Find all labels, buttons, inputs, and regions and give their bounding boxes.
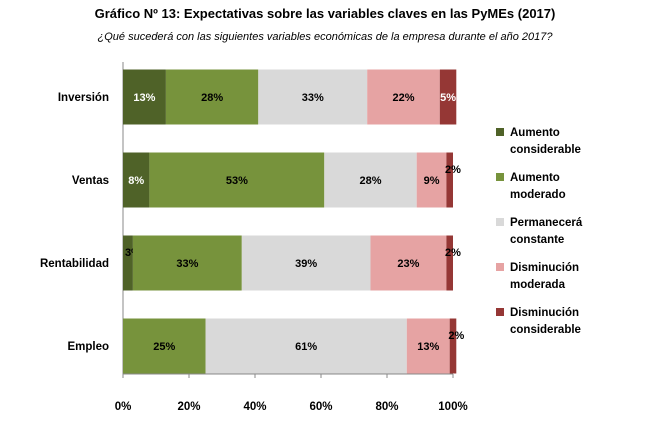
data-label: 23% bbox=[397, 258, 419, 270]
category-label: Rentabilidad bbox=[40, 258, 109, 270]
x-tick-label: 60% bbox=[309, 401, 332, 413]
data-label: 28% bbox=[359, 175, 381, 187]
bar-segment bbox=[123, 152, 150, 208]
data-label: 53% bbox=[226, 175, 248, 187]
bar-segment bbox=[367, 69, 440, 125]
x-tick-label: 40% bbox=[243, 401, 266, 413]
data-label: 33% bbox=[302, 92, 324, 104]
legend-label: Disminución considerable bbox=[510, 307, 581, 336]
category-label: Inversión bbox=[58, 92, 109, 104]
bar-segment bbox=[205, 318, 407, 374]
data-label: 33% bbox=[176, 258, 198, 270]
legend-swatch bbox=[496, 218, 504, 226]
data-label: 2% bbox=[445, 164, 461, 176]
bar-segment bbox=[165, 69, 259, 125]
data-label: 13% bbox=[133, 92, 155, 104]
bar-segment bbox=[123, 69, 166, 125]
data-label: 61% bbox=[295, 341, 317, 353]
bar-segment bbox=[324, 152, 417, 208]
bar-segment bbox=[446, 152, 453, 208]
legend-label: Aumento considerable bbox=[510, 127, 581, 156]
bar-segment bbox=[370, 235, 447, 291]
bar-segment bbox=[416, 152, 447, 208]
category-label: Ventas bbox=[72, 175, 109, 187]
legend-label: Aumento moderado bbox=[510, 172, 566, 201]
bar-segment bbox=[446, 235, 453, 291]
legend-swatch bbox=[496, 263, 504, 271]
legend-label: Permanecerá constante bbox=[510, 217, 583, 246]
x-tick-label: 0% bbox=[115, 401, 132, 413]
data-label: 2% bbox=[445, 247, 461, 259]
x-tick-label: 80% bbox=[375, 401, 398, 413]
data-label: 9% bbox=[424, 175, 440, 187]
x-tick-label: 20% bbox=[177, 401, 200, 413]
data-label: 22% bbox=[392, 92, 414, 104]
bar-segment bbox=[241, 235, 371, 291]
legend-swatch bbox=[496, 128, 504, 136]
x-tick-label: 100% bbox=[438, 401, 467, 413]
chart-subtitle: ¿Qué sucederá con las siguientes variabl… bbox=[97, 31, 553, 43]
data-label: 39% bbox=[295, 258, 317, 270]
bar-segment bbox=[449, 318, 457, 374]
data-label: 5% bbox=[440, 92, 456, 104]
bar-segment bbox=[132, 235, 242, 291]
legend-swatch bbox=[496, 173, 504, 181]
category-label: Empleo bbox=[67, 341, 109, 353]
bar-segment bbox=[123, 318, 206, 374]
legend-swatch bbox=[496, 308, 504, 316]
data-label: 28% bbox=[201, 92, 223, 104]
bar-segment bbox=[149, 152, 325, 208]
data-label: 25% bbox=[153, 341, 175, 353]
bar-segment bbox=[439, 69, 457, 125]
data-label: 2% bbox=[448, 330, 464, 342]
data-label: 8% bbox=[128, 175, 144, 187]
bar-segment bbox=[406, 318, 450, 374]
bar-segment bbox=[123, 235, 133, 291]
chart-title: Gráfico Nº 13: Expectativas sobre las va… bbox=[94, 6, 556, 21]
data-label: 13% bbox=[417, 341, 439, 353]
legend-label: Disminución moderada bbox=[510, 262, 579, 291]
bar-segment bbox=[258, 69, 368, 125]
